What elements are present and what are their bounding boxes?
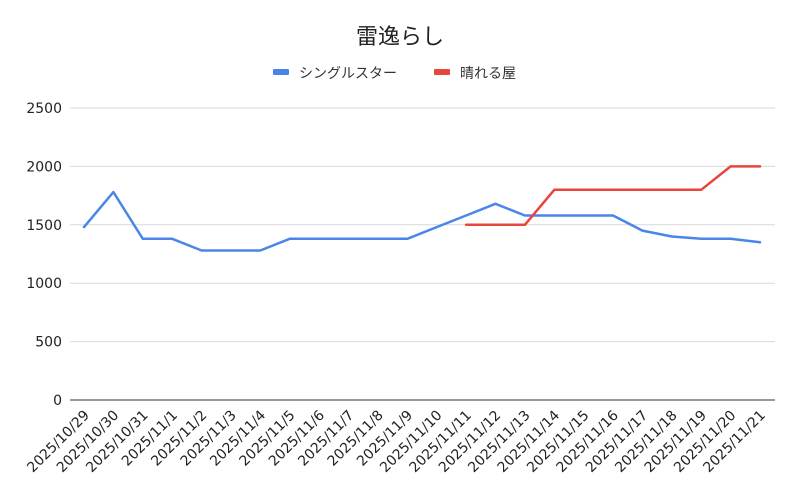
legend: シングルスター 晴れる屋 [273,66,516,82]
y-axis-ticks: 0 500 1000 1500 2000 2500 [26,101,62,409]
y-tick-label: 0 [53,393,62,409]
legend-swatch [434,69,450,75]
legend-label: シングルスター [299,66,397,82]
legend-label: 晴れる屋 [460,66,516,82]
chart-title: 雷逸らし [356,25,444,50]
series-line-2 [464,165,762,227]
y-tick-label: 500 [35,335,62,351]
y-tick-label: 2500 [26,101,62,117]
series-line-1 [82,190,762,252]
x-axis-ticks: 2025/10/292025/10/302025/10/312025/11/12… [24,407,768,475]
y-tick-label: 2000 [26,159,62,175]
gridlines [70,107,775,401]
y-tick-label: 1000 [26,276,62,292]
legend-swatch [273,69,289,75]
y-tick-label: 1500 [26,218,62,234]
series-lines [82,165,762,252]
